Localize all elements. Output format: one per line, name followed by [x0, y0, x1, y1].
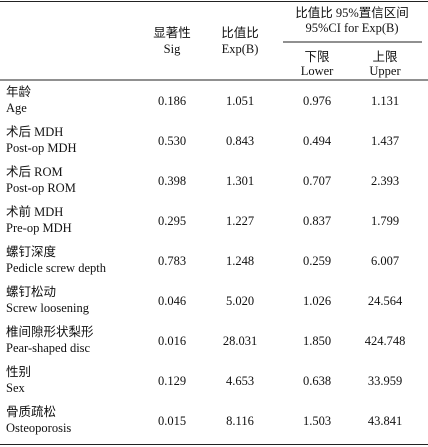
cell: 0.843 [226, 134, 254, 148]
cell: 0.186 [158, 94, 186, 108]
cell: 0.638 [303, 374, 331, 388]
row-label: Post-op MDH [6, 141, 77, 155]
cell: 0.707 [303, 174, 331, 188]
cell: 6.007 [371, 254, 399, 268]
row-label: 螺钉松动 [6, 285, 56, 299]
cell: 424.748 [365, 334, 406, 348]
row-label: Post-op ROM [6, 181, 76, 195]
cell: 0.016 [158, 334, 186, 348]
cell: 1.051 [226, 94, 254, 108]
header-cell: 95%CI for Exp(B) [305, 21, 398, 35]
row-label: 椎间隙形状梨形 [6, 324, 94, 339]
header-cell: 比值比 [221, 25, 259, 40]
header-cell: Upper [369, 64, 401, 78]
cell: 0.837 [303, 214, 331, 228]
header-cell: 比值比 95%置信区间 [295, 5, 409, 20]
cell: 0.015 [158, 414, 186, 428]
cell: 1.850 [303, 334, 331, 348]
row-label: Pre-op MDH [6, 221, 72, 235]
row-label: Pedicle screw depth [6, 261, 107, 275]
row-label: 螺钉深度 [6, 244, 57, 259]
cell: 0.295 [158, 214, 186, 228]
cell: 0.046 [158, 294, 186, 308]
row-label: 术前 MDH [6, 204, 63, 219]
header-cell: 上限 [372, 50, 398, 64]
cell: 0.129 [158, 374, 186, 388]
cell: 1.503 [303, 414, 331, 428]
cell: 1.301 [226, 174, 254, 188]
cell: 0.398 [158, 174, 186, 188]
header-cell: 显著性 [153, 26, 191, 40]
cell: 2.393 [371, 174, 399, 188]
cell: 1.799 [371, 214, 399, 228]
cell: 0.530 [158, 134, 186, 148]
row-label: 术后 ROM [6, 165, 63, 179]
cell: 0.259 [303, 254, 331, 268]
header-cell: 下限 [304, 50, 330, 64]
cell: 33.959 [368, 374, 402, 388]
cell: 1.131 [371, 94, 399, 108]
row-label: Pear-shaped disc [6, 341, 91, 355]
cell: 1.248 [226, 254, 254, 268]
header-cell: Sig [164, 42, 181, 56]
row-label: 性别 [6, 365, 31, 379]
cell: 5.020 [226, 294, 254, 308]
cell: 1.026 [303, 294, 331, 308]
cell: 1.227 [226, 214, 254, 228]
row-label: Sex [6, 381, 26, 395]
cell: 4.653 [226, 374, 254, 388]
row-label: 年龄 [6, 85, 32, 99]
cell: 28.031 [223, 334, 257, 348]
cell: 24.564 [368, 294, 403, 308]
cell: 0.783 [158, 254, 186, 268]
cell: 43.841 [368, 414, 402, 428]
cell: 8.116 [226, 414, 254, 428]
header-cell: Lower [301, 64, 334, 78]
cell: 0.494 [303, 134, 332, 148]
header-cell: Exp(B) [222, 42, 259, 56]
cell: 0.976 [303, 94, 331, 108]
row-label: 术后 MDH [6, 125, 63, 139]
row-label: Osteoporosis [6, 421, 71, 435]
row-label: Screw loosening [6, 301, 90, 315]
cell: 1.437 [371, 134, 399, 148]
row-label: Age [6, 101, 27, 115]
row-label: 骨质疏松 [6, 404, 56, 419]
